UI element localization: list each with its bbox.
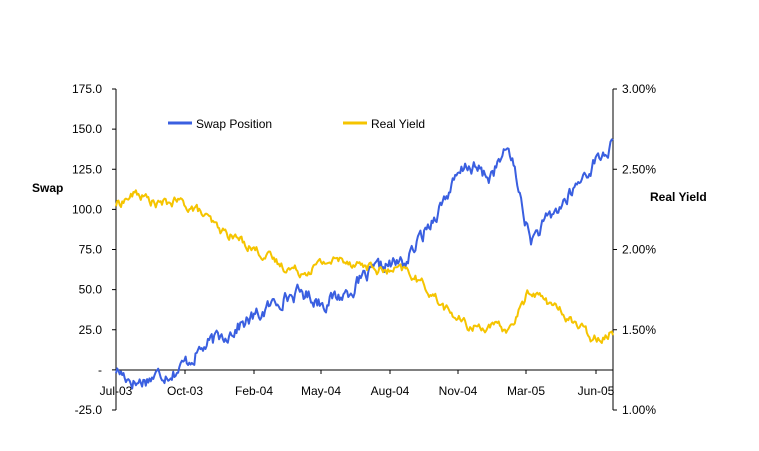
y-left-tick-label: 50.0 <box>79 283 103 297</box>
x-tick-label: Jun-05 <box>578 384 615 398</box>
y-right-tick-label: 3.00% <box>622 82 656 96</box>
y-left-tick-label: 25.0 <box>79 323 103 337</box>
series-layer <box>115 138 614 390</box>
y-right-tick-label: 2.00% <box>622 243 656 257</box>
x-tick-label: Aug-04 <box>371 384 410 398</box>
y-left-tick-label: 125.0 <box>72 162 102 176</box>
x-tick-label: Nov-04 <box>439 384 478 398</box>
y-left-tick-label: - <box>98 363 102 377</box>
y-right-tick-label: 1.00% <box>622 403 656 417</box>
y-left-tick-label: 175.0 <box>72 82 102 96</box>
series-line-real-yield <box>115 189 614 344</box>
x-tick-label: May-04 <box>301 384 341 398</box>
y-left-axis-title: Swap <box>32 181 63 195</box>
y-left-tick-label: 150.0 <box>72 122 102 136</box>
legend-swap-label: Swap Position <box>196 117 272 131</box>
y-right-axis-title: Real Yield <box>650 190 707 204</box>
legend-real-yield-label: Real Yield <box>371 117 425 131</box>
y-right-tick-label: 2.50% <box>622 162 656 176</box>
y-left-tick-label: 100.0 <box>72 202 102 216</box>
x-tick-label: Oct-03 <box>167 384 203 398</box>
right-tick-group: 3.00% 2.50% 2.00% 1.50% 1.00% <box>613 82 656 417</box>
y-left-tick-label: -25.0 <box>75 403 103 417</box>
y-left-tick-label: 75.0 <box>79 243 103 257</box>
y-right-tick-label: 1.50% <box>622 323 656 337</box>
x-tick-group: Jul-03 Oct-03 Feb-04 May-04 Aug-04 Nov-04 Mar-… <box>100 370 615 398</box>
legend: Swap Position Real Yield <box>168 117 425 131</box>
x-tick-label: Feb-04 <box>235 384 273 398</box>
x-tick-label: Mar-05 <box>507 384 545 398</box>
x-tick-label: Jul-03 <box>100 384 133 398</box>
series-line-swap-position <box>115 138 614 390</box>
left-tick-group: 175.0 150.0 125.0 100.0 75.0 50.0 25.0 - -25.0 <box>72 82 116 417</box>
